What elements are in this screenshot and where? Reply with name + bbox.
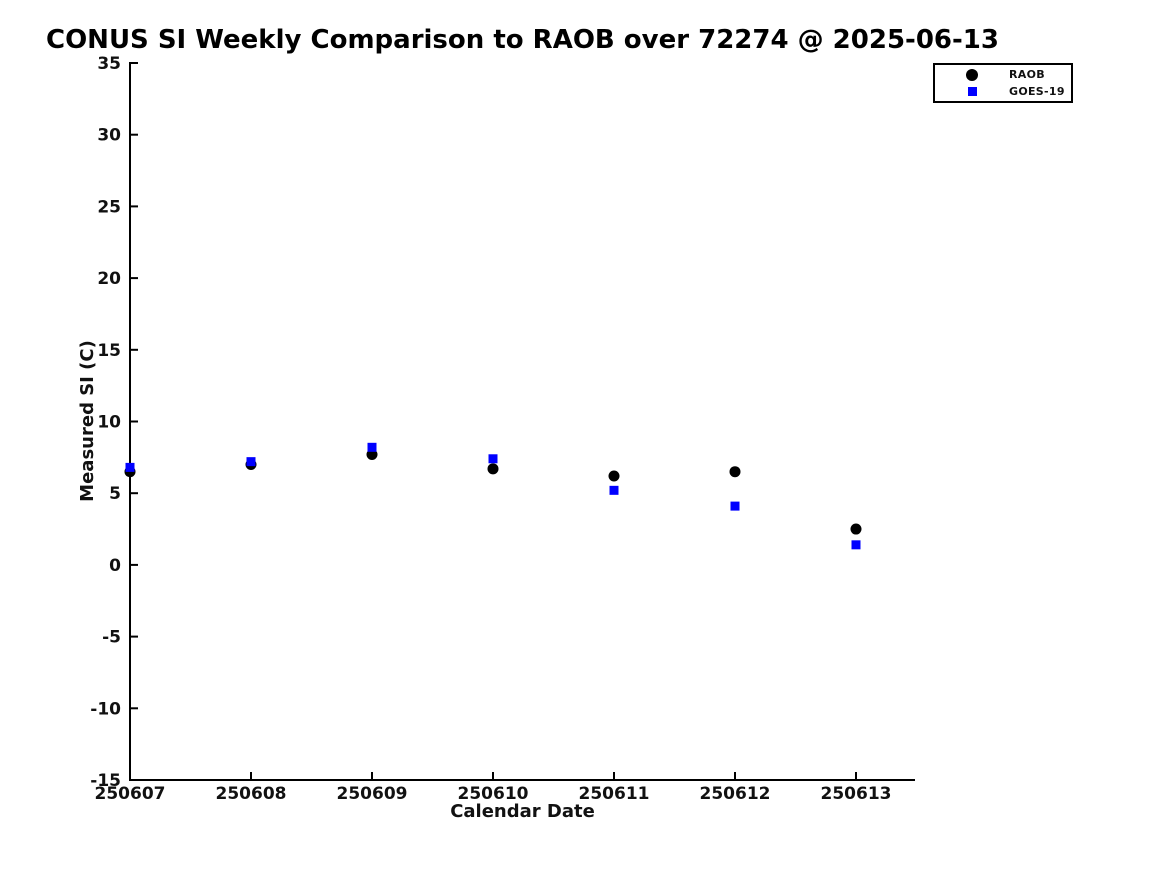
y-tick-label: -15	[90, 771, 121, 791]
chart-title: CONUS SI Weekly Comparison to RAOB over …	[46, 25, 999, 55]
legend-row-goes-19: GOES-19	[935, 84, 1071, 99]
y-tick-label: 20	[97, 269, 121, 289]
x-axis-label: Calendar Date	[450, 801, 595, 822]
x-tick-label: 250609	[337, 784, 408, 804]
goes-19-square-marker-icon	[967, 87, 977, 96]
data-point-raob	[729, 466, 741, 478]
y-tick-label: 10	[97, 413, 121, 433]
x-tick-label: 250611	[579, 784, 650, 804]
data-point-raob	[487, 463, 499, 475]
x-tick-label: 250610	[458, 784, 529, 804]
y-tick-label: -10	[90, 699, 121, 719]
x-tick-label: 250607	[95, 784, 166, 804]
data-point-goes-19	[246, 457, 256, 467]
data-point-goes-19	[851, 540, 861, 550]
y-tick-label: 35	[97, 54, 121, 74]
y-tick-label: 30	[97, 126, 121, 146]
data-point-raob	[608, 470, 620, 482]
data-point-goes-19	[609, 485, 619, 495]
data-point-goes-19	[367, 442, 377, 452]
x-tick-label: 250613	[821, 784, 892, 804]
raob-circle-marker-icon	[966, 68, 978, 81]
legend-label-goes-19: GOES-19	[1009, 85, 1065, 98]
data-point-raob	[850, 523, 862, 535]
legend: RAOB GOES-19	[933, 63, 1073, 103]
x-tick-label: 250612	[700, 784, 771, 804]
x-tick-label: 250608	[216, 784, 287, 804]
y-tick-label: 25	[97, 197, 121, 217]
y-tick-label: 0	[109, 556, 121, 576]
legend-label-raob: RAOB	[1009, 68, 1045, 81]
data-point-goes-19	[730, 501, 740, 511]
legend-row-raob: RAOB	[935, 67, 1071, 82]
data-point-goes-19	[125, 462, 135, 472]
y-tick-label: 5	[109, 484, 121, 504]
data-point-goes-19	[488, 454, 498, 464]
y-tick-label: -5	[102, 628, 121, 648]
y-tick-label: 15	[97, 341, 121, 361]
